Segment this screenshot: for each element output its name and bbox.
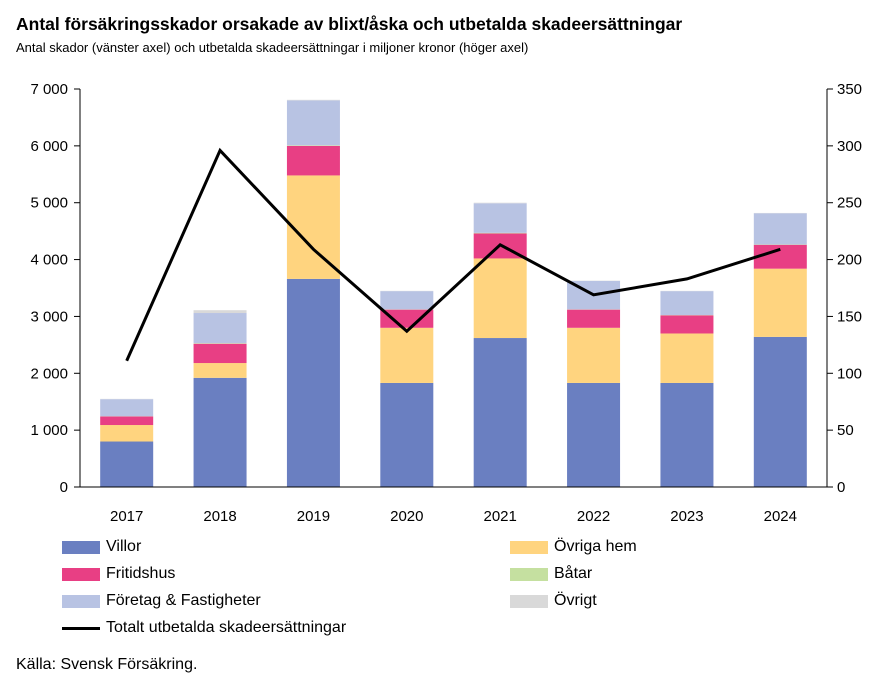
y-left-tick-label-6: 6 000 <box>30 138 68 155</box>
legend-label-totalt: Totalt utbetalda skadeersättningar <box>106 619 347 636</box>
bar-2021-series-3 <box>473 232 527 234</box>
x-tick-label-2020: 2020 <box>390 508 423 525</box>
bar-2018-series-5 <box>193 310 247 314</box>
legend-item-ovriga-hem: Övriga hem <box>510 538 637 556</box>
bar-2024-series-2 <box>753 244 807 269</box>
bar-2018-series-1 <box>193 363 247 378</box>
legend-swatch-ovriga-hem <box>510 540 548 554</box>
bar-2023-series-2 <box>660 315 714 334</box>
bar-2021-series-0 <box>473 338 527 487</box>
bar-2017-series-2 <box>100 416 154 426</box>
bar-2021-series-4 <box>473 203 527 233</box>
legend-label-fritidshus: Fritidshus <box>106 565 176 582</box>
bar-2021-series-1 <box>473 258 527 339</box>
x-tick-label-2018: 2018 <box>203 508 236 525</box>
legend-label-villor: Villor <box>106 538 142 555</box>
bar-2023-series-0 <box>660 382 714 487</box>
y-right-tick-label-1: 50 <box>837 422 854 439</box>
legend-item-batar: Båtar <box>510 565 592 583</box>
bar-2023-series-1 <box>660 333 714 383</box>
y-right-tick-label-0: 0 <box>837 479 845 496</box>
bar-2019-series-4 <box>286 100 340 146</box>
legend-swatch-villor <box>62 540 100 554</box>
source-note: Källa: Svensk Försäkring. <box>16 656 198 673</box>
bar-2019-series-2 <box>286 145 340 176</box>
y-right-tick-label-6: 300 <box>837 138 862 155</box>
bar-2023-series-4 <box>660 291 714 316</box>
legend-label-foretag: Företag & Fastigheter <box>106 592 261 609</box>
bar-2022-series-1 <box>567 327 621 383</box>
y-left-tick-label-5: 5 000 <box>30 195 68 212</box>
bar-2017-series-0 <box>100 441 154 487</box>
bar-2018-series-3 <box>193 343 247 344</box>
y-left-tick-label-3: 3 000 <box>30 308 68 325</box>
legend-item-foretag: Företag & Fastigheter <box>62 592 261 610</box>
x-tick-label-2024: 2024 <box>764 508 797 525</box>
x-tick-label-2022: 2022 <box>577 508 610 525</box>
legend-swatch-fritidshus <box>62 567 100 581</box>
bar-2017-series-4 <box>100 399 154 417</box>
y-left-tick-label-0: 0 <box>60 479 68 496</box>
bar-2020-series-2 <box>380 309 434 328</box>
bar-2018-series-4 <box>193 313 247 344</box>
legend-swatch-foretag <box>62 594 100 608</box>
legend-item-villor: Villor <box>62 538 141 556</box>
y-right-tick-label-5: 250 <box>837 195 862 212</box>
bar-2019-series-5 <box>286 99 340 101</box>
y-left-tick-label-7: 7 000 <box>30 81 68 98</box>
chart-title: Antal försäkringsskador orsakade av blix… <box>16 14 683 34</box>
bar-2022-series-0 <box>567 382 621 487</box>
y-left-tick-label-1: 1 000 <box>30 422 68 439</box>
bar-2017-series-1 <box>100 425 154 442</box>
x-tick-label-2019: 2019 <box>297 508 330 525</box>
chart-subtitle: Antal skador (vänster axel) och utbetald… <box>16 40 529 55</box>
x-tick-label-2017: 2017 <box>110 508 143 525</box>
y-left-tick-label-2: 2 000 <box>30 365 68 382</box>
line-totalt-utbetalda <box>125 147 781 362</box>
bar-2024-series-4 <box>753 213 807 245</box>
legend-label-ovriga-hem: Övriga hem <box>554 538 637 555</box>
legend-item-ovrigt: Övrigt <box>510 592 597 610</box>
bar-2019-series-3 <box>286 145 340 146</box>
bar-2020-series-0 <box>380 382 434 487</box>
legend-swatch-batar <box>510 567 548 581</box>
bar-2021-series-5 <box>473 202 527 204</box>
x-tick-label-2021: 2021 <box>484 508 517 525</box>
chart-area: 0 1 000 2 000 3 000 4 000 5 000 6 000 7 000 0 50… <box>30 81 862 525</box>
bar-2019-series-0 <box>286 278 340 487</box>
y-right-tick-label-2: 100 <box>837 365 862 382</box>
legend-label-batar: Båtar <box>554 565 593 582</box>
bar-2019-series-1 <box>286 175 340 279</box>
bar-2024-series-1 <box>753 268 807 337</box>
bar-2020-series-4 <box>380 291 434 310</box>
legend-label-ovrigt: Övrigt <box>554 592 597 609</box>
legend-item-fritidshus: Fritidshus <box>62 565 175 583</box>
bar-2018-series-0 <box>193 377 247 487</box>
legend-swatch-totalt <box>62 626 100 630</box>
bar-2022-series-2 <box>567 309 621 328</box>
y-left-tick-label-4: 4 000 <box>30 252 68 269</box>
legend-swatch-ovrigt <box>510 594 548 608</box>
bar-2024-series-0 <box>753 336 807 487</box>
y-right-tick-label-7: 350 <box>837 81 862 98</box>
bar-2020-series-1 <box>380 327 434 383</box>
y-right-tick-label-3: 150 <box>837 308 862 325</box>
legend-item-totalt: Totalt utbetalda skadeersättningar <box>62 619 346 637</box>
bar-2018-series-2 <box>193 343 247 364</box>
x-tick-label-2023: 2023 <box>670 508 703 525</box>
legend: Villor Övriga hem Fritidshus Båtar Föret… <box>62 538 862 648</box>
y-right-tick-label-4: 200 <box>837 252 862 269</box>
